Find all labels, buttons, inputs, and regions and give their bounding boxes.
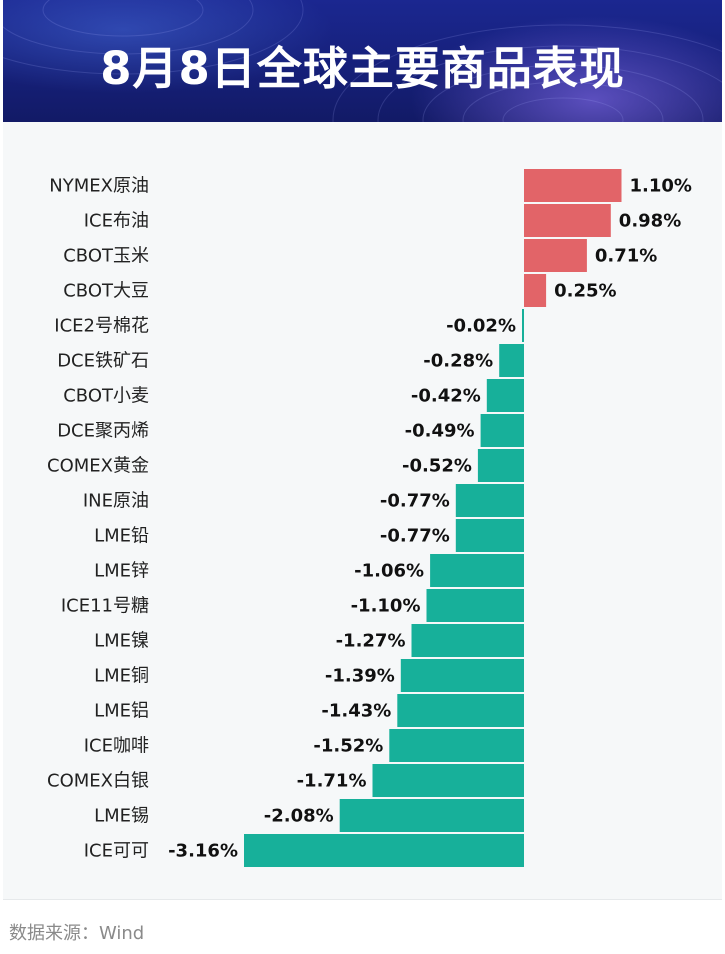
- value-label: -2.08%: [264, 806, 334, 827]
- bar: [430, 554, 524, 587]
- category-label: COMEX白银: [47, 771, 149, 792]
- category-label: ICE咖啡: [84, 736, 149, 757]
- value-label: 0.25%: [554, 281, 616, 302]
- bar: [389, 729, 524, 762]
- value-label: -1.52%: [313, 736, 383, 757]
- bar: [244, 834, 524, 867]
- value-label: -1.06%: [354, 561, 424, 582]
- bar: [524, 204, 611, 237]
- category-label: ICE可可: [84, 841, 149, 862]
- category-label: CBOT大豆: [63, 281, 149, 302]
- value-label: -0.49%: [405, 421, 475, 442]
- category-label: CBOT玉米: [63, 246, 149, 267]
- category-label: LME铅: [94, 526, 149, 547]
- bar: [522, 309, 524, 342]
- category-label: ICE2号棉花: [54, 316, 149, 337]
- category-label: INE原油: [83, 491, 149, 512]
- category-label: CBOT小麦: [63, 386, 149, 407]
- bar: [455, 484, 524, 517]
- bar: [339, 799, 524, 832]
- value-label: -0.52%: [402, 456, 472, 477]
- value-label: -1.10%: [351, 596, 421, 617]
- value-label: -0.77%: [380, 491, 450, 512]
- category-label: LME锌: [94, 561, 149, 582]
- category-label: ICE11号糖: [61, 596, 149, 617]
- category-label: COMEX黄金: [47, 456, 149, 477]
- category-label: DCE聚丙烯: [57, 421, 149, 442]
- value-label: -0.77%: [380, 526, 450, 547]
- value-label: -1.43%: [321, 701, 391, 722]
- bar: [400, 659, 524, 692]
- value-label: -1.27%: [336, 631, 406, 652]
- category-label: LME铝: [94, 701, 149, 722]
- value-label: 0.98%: [619, 211, 681, 232]
- banner-contour-decoration: [3, 0, 722, 122]
- value-label: 1.10%: [630, 176, 692, 197]
- category-label: NYMEX原油: [49, 176, 149, 197]
- chart-panel: NYMEX原油 1.10% ICE布油 0.98% CBOT玉米 0.71% CBOT大豆 0…: [3, 122, 722, 900]
- bar-chart: NYMEX原油 1.10% ICE布油 0.98% CBOT玉米 0.71% CBOT大豆 0…: [47, 169, 692, 867]
- value-label: -3.16%: [168, 841, 238, 862]
- category-label: DCE铁矿石: [57, 351, 149, 372]
- bar: [372, 764, 524, 797]
- bar: [524, 169, 622, 202]
- bar: [397, 694, 524, 727]
- category-label: ICE布油: [84, 211, 149, 232]
- category-label: LME锡: [94, 806, 149, 827]
- value-label: -0.42%: [411, 386, 481, 407]
- category-label: LME铜: [94, 666, 149, 687]
- title-banner: 8月8日全球主要商品表现: [3, 0, 722, 122]
- value-label: -0.28%: [423, 351, 493, 372]
- value-label: -0.02%: [446, 316, 516, 337]
- bar: [455, 519, 524, 552]
- bar: [524, 239, 587, 272]
- bar: [486, 379, 524, 412]
- bar: [426, 589, 524, 622]
- page-title: 8月8日全球主要商品表现: [100, 42, 625, 95]
- value-label: -1.71%: [297, 771, 367, 792]
- value-label: -1.39%: [325, 666, 395, 687]
- value-label: 0.71%: [595, 246, 657, 267]
- bar: [411, 624, 524, 657]
- data-source-note: 数据来源：Wind: [9, 923, 145, 944]
- category-label: LME镍: [94, 631, 149, 652]
- bar: [477, 449, 524, 482]
- bar: [524, 274, 547, 307]
- bar: [499, 344, 524, 377]
- bar: [480, 414, 524, 447]
